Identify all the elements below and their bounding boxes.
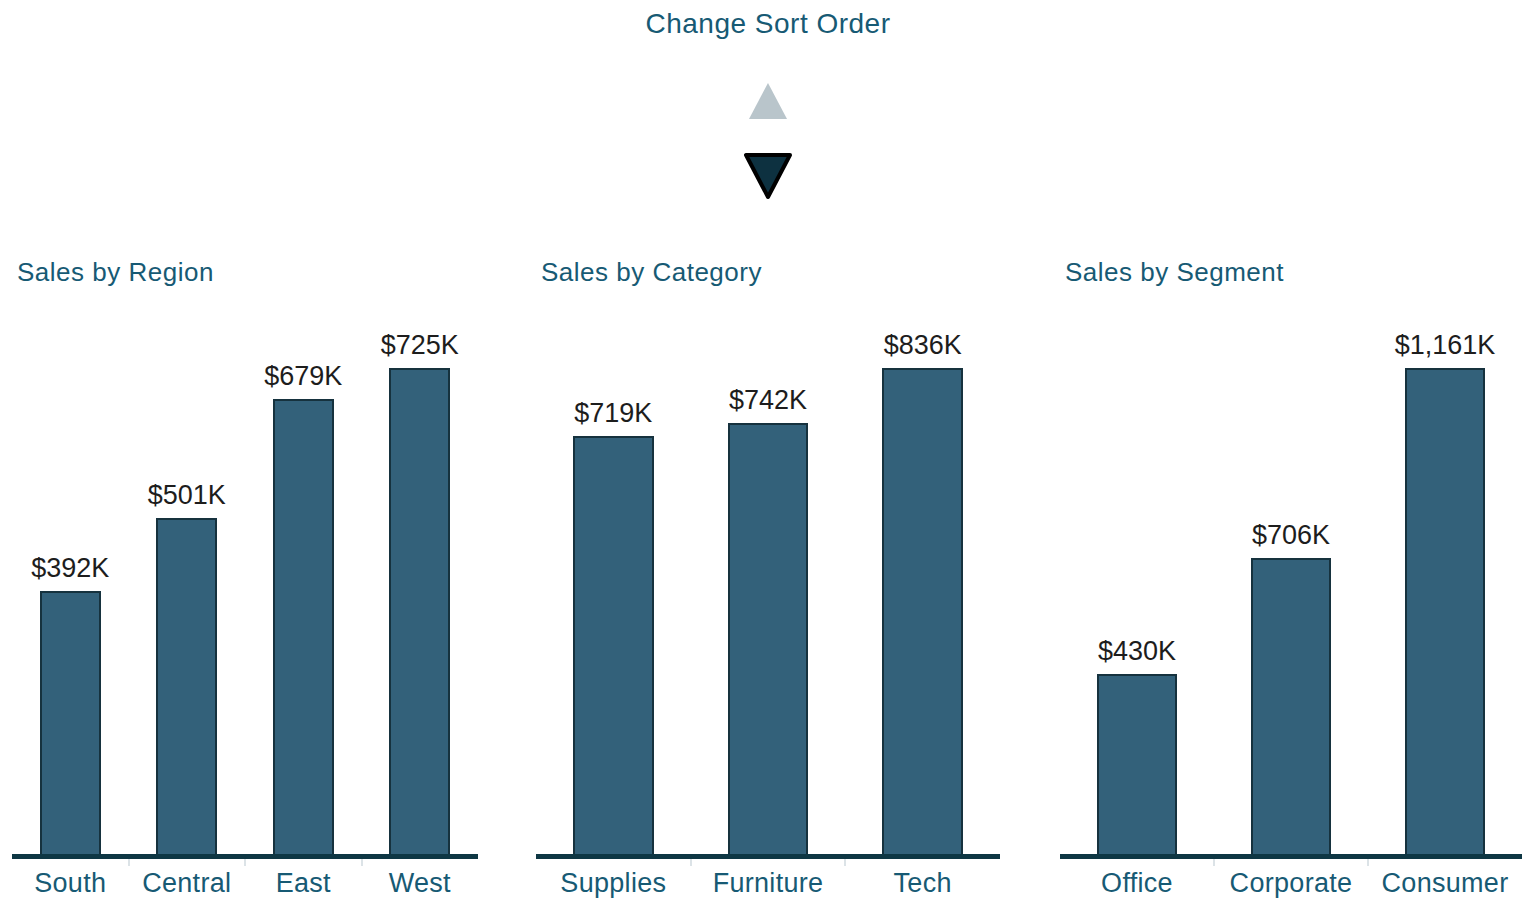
plot-area: $719K $742K $836K [536, 312, 1000, 854]
plot-area: $392K $501K $679K $725K [12, 312, 478, 854]
value-label-corporate: $706K [1252, 520, 1330, 551]
category-label-east: East [245, 868, 362, 899]
axis-ticks [12, 859, 478, 866]
category-label-consumer: Consumer [1368, 868, 1522, 899]
value-label-west: $725K [381, 330, 459, 361]
bar-column-furniture: $742K [691, 312, 846, 854]
bar-column-tech: $836K [845, 312, 1000, 854]
category-label-corporate: Corporate [1214, 868, 1368, 899]
category-axis: SouthCentralEastWest [12, 868, 478, 899]
bar-column-office: $430K [1060, 312, 1214, 854]
axis-boundary-tick [690, 859, 692, 866]
value-label-consumer: $1,161K [1395, 330, 1496, 361]
bar-column-west: $725K [362, 312, 479, 854]
axis-boundary-tick [1213, 859, 1215, 866]
bar-column-south: $392K [12, 312, 129, 854]
value-label-south: $392K [31, 553, 109, 584]
bar-office[interactable] [1097, 674, 1177, 854]
axis-boundary-tick [361, 859, 363, 866]
category-label-office: Office [1060, 868, 1214, 899]
axis-boundary-tick [244, 859, 246, 866]
sort-descending-button[interactable] [743, 152, 793, 200]
bar-west[interactable] [389, 368, 450, 854]
axis-boundary-tick [844, 859, 846, 866]
sort-control: Change Sort Order [0, 0, 1536, 230]
axis-ticks [1060, 859, 1522, 866]
up-triangle-icon [748, 106, 788, 123]
category-label-supplies: Supplies [536, 868, 691, 899]
bar-column-consumer: $1,161K [1368, 312, 1522, 854]
bar-corporate[interactable] [1251, 558, 1331, 854]
value-label-office: $430K [1098, 636, 1176, 667]
bar-column-east: $679K [245, 312, 362, 854]
bar-south[interactable] [40, 591, 101, 854]
axis-boundary-tick [128, 859, 130, 866]
value-label-supplies: $719K [574, 398, 652, 429]
category-label-furniture: Furniture [691, 868, 846, 899]
bar-column-supplies: $719K [536, 312, 691, 854]
bar-furniture[interactable] [728, 423, 808, 854]
chart-sales-by-segment: Sales by Segment$430K$706K$1,161KOfficeC… [1060, 255, 1522, 907]
chart-title-sales-by-category: Sales by Category [541, 257, 762, 288]
bar-central[interactable] [156, 518, 217, 854]
category-axis: SuppliesFurnitureTech [536, 868, 1000, 899]
plot-area: $430K $706K $1,161K [1060, 312, 1522, 854]
category-label-tech: Tech [845, 868, 1000, 899]
down-triangle-icon [743, 186, 793, 203]
bar-consumer[interactable] [1405, 368, 1485, 854]
value-label-furniture: $742K [729, 385, 807, 416]
category-label-central: Central [129, 868, 246, 899]
value-label-tech: $836K [884, 330, 962, 361]
axis-ticks [536, 859, 1000, 866]
dashboard: Change Sort Order Sales by Region $392K $5… [0, 0, 1536, 907]
chart-title-sales-by-region: Sales by Region [17, 257, 214, 288]
chart-sales-by-region: Sales by Region $392K $501K $679K $725K South… [12, 255, 478, 907]
category-axis: OfficeCorporateConsumer [1060, 868, 1522, 899]
category-label-south: South [12, 868, 129, 899]
category-label-west: West [362, 868, 479, 899]
chart-title-sales-by-segment: Sales by Segment [1065, 257, 1284, 288]
bar-column-corporate: $706K [1214, 312, 1368, 854]
chart-sales-by-category: Sales by Category $719K $742K $836K Supplies… [536, 255, 1000, 907]
bar-supplies[interactable] [573, 436, 653, 854]
bar-tech[interactable] [882, 368, 962, 854]
value-label-central: $501K [148, 480, 226, 511]
bar-column-central: $501K [129, 312, 246, 854]
value-label-east: $679K [264, 361, 342, 392]
sort-ascending-button[interactable] [748, 82, 788, 120]
axis-boundary-tick [1367, 859, 1369, 866]
bar-east[interactable] [273, 399, 334, 854]
sort-control-title: Change Sort Order [0, 8, 1536, 40]
